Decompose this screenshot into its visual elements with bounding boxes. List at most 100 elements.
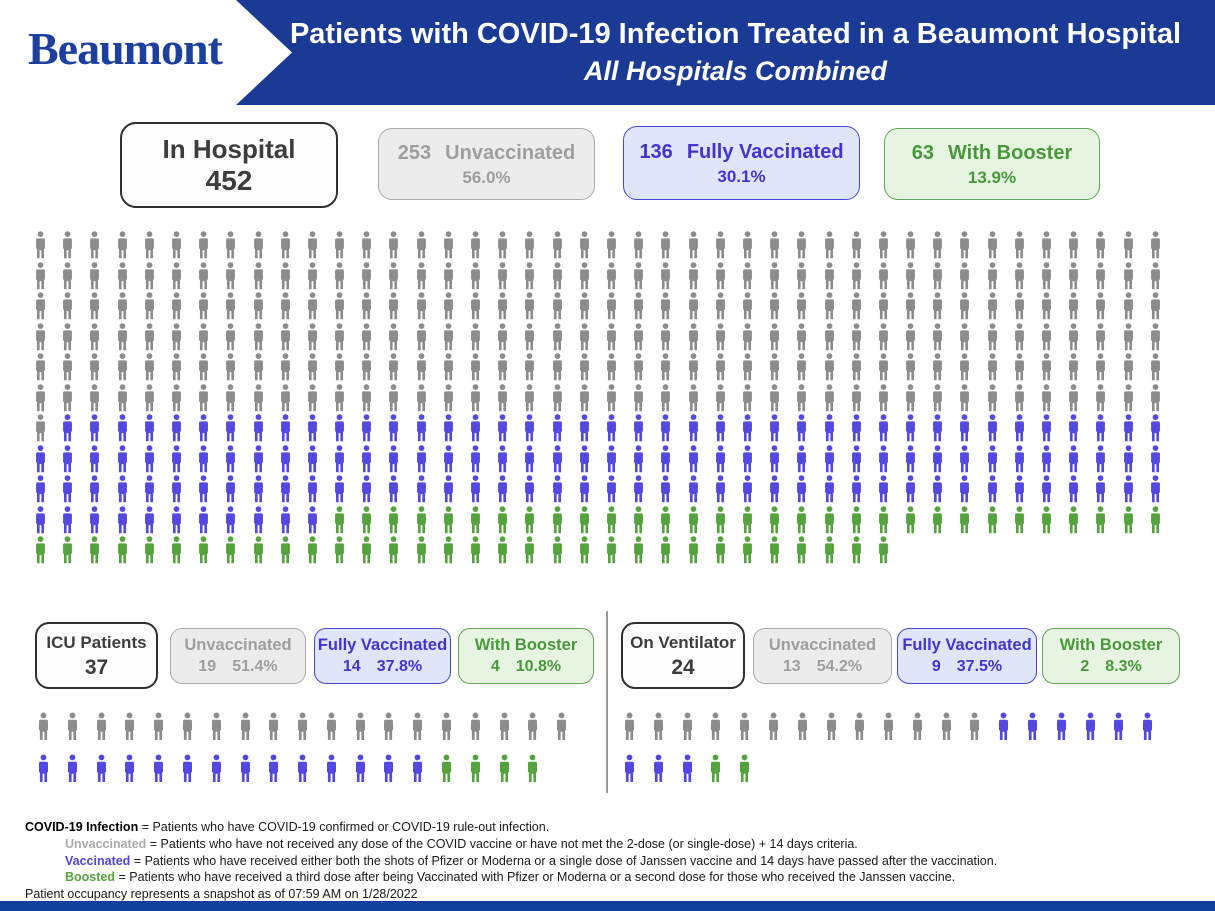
person-icon-unvaccinated	[661, 231, 671, 259]
person-icon-unvaccinated	[607, 383, 616, 411]
person-icon-with-booster	[525, 505, 535, 533]
person-icon-fully-vaccinated	[172, 444, 181, 472]
person-icon-unvaccinated	[389, 292, 399, 320]
person-icon-unvaccinated	[960, 231, 970, 259]
icu-fully-vaccinated-pct: 37.8%	[376, 658, 423, 675]
on-ventilator-value: 24	[671, 655, 695, 679]
person-icon-fully-vaccinated	[987, 475, 997, 503]
person-icon-unvaccinated	[607, 353, 616, 381]
on-ventilator-card: On Ventilator 24	[621, 622, 745, 689]
person-icon-unvaccinated	[1042, 261, 1051, 289]
person-icon-with-booster	[253, 536, 263, 564]
definition-unvaccinated: Unvaccinated = Patients who have not rec…	[65, 836, 858, 851]
person-icon-with-booster	[389, 505, 399, 533]
fully-vaccinated-label: Fully Vaccinated	[686, 140, 844, 163]
person-icon-unvaccinated	[253, 261, 263, 289]
person-icon-fully-vaccinated	[389, 414, 399, 442]
person-icon-with-booster	[117, 536, 127, 564]
person-icon-unvaccinated	[743, 261, 752, 289]
person-icon-unvaccinated	[389, 353, 399, 381]
person-icon-with-booster	[471, 505, 480, 533]
person-icon-fully-vaccinated	[125, 754, 135, 782]
person-icon-unvaccinated	[226, 261, 236, 289]
person-icon-fully-vaccinated	[154, 754, 164, 782]
person-icon-unvaccinated	[740, 712, 750, 740]
person-icon-fully-vaccinated	[362, 475, 372, 503]
person-icon-unvaccinated	[280, 261, 290, 289]
person-icon-unvaccinated	[144, 353, 154, 381]
in-hospital-value: 452	[205, 165, 253, 196]
person-icon-unvaccinated	[172, 322, 181, 350]
person-icon-unvaccinated	[253, 383, 263, 411]
person-icon-unvaccinated	[878, 383, 888, 411]
person-icon-fully-vaccinated	[96, 754, 106, 782]
person-icon-fully-vaccinated	[682, 754, 692, 782]
person-icon-unvaccinated	[941, 712, 951, 740]
definition-covid: COVID-19 Infection = Patients who have C…	[25, 820, 550, 834]
person-icon-unvaccinated	[36, 383, 45, 411]
person-icon-fully-vaccinated	[226, 475, 236, 503]
person-icon-with-booster	[715, 536, 725, 564]
person-icon-unvaccinated	[1150, 231, 1160, 259]
person-icon-fully-vaccinated	[63, 444, 73, 472]
person-icon-fully-vaccinated	[36, 505, 45, 533]
fully-vaccinated-card: 136 Fully Vaccinated 30.1%	[623, 126, 860, 200]
person-icon-unvaccinated	[63, 383, 73, 411]
person-icon-unvaccinated	[634, 292, 644, 320]
icu-fully-vaccinated-card: Fully Vaccinated 14 37.8%	[314, 628, 451, 684]
person-icon-fully-vaccinated	[172, 505, 181, 533]
icu-with-booster-label: With Booster	[474, 636, 578, 654]
person-icon-fully-vaccinated	[851, 444, 861, 472]
person-icon-with-booster	[824, 536, 834, 564]
person-icon-unvaccinated	[851, 231, 861, 259]
person-icon-fully-vaccinated	[1096, 475, 1106, 503]
person-icon-with-booster	[470, 754, 480, 782]
person-icon-unvaccinated	[1042, 292, 1051, 320]
person-icon-unvaccinated	[525, 322, 535, 350]
person-icon-fully-vaccinated	[579, 475, 589, 503]
icu-unvaccinated-count: 19	[198, 658, 217, 675]
person-icon-fully-vaccinated	[906, 475, 916, 503]
person-icon-unvaccinated	[1014, 322, 1024, 350]
person-icon-unvaccinated	[770, 292, 780, 320]
person-icon-unvaccinated	[36, 322, 45, 350]
person-icon-unvaccinated	[226, 292, 236, 320]
person-icon-unvaccinated	[471, 322, 480, 350]
person-icon-with-booster	[36, 536, 45, 564]
person-icon-unvaccinated	[36, 292, 45, 320]
person-icon-unvaccinated	[307, 231, 317, 259]
person-icon-unvaccinated	[715, 383, 725, 411]
person-icon-unvaccinated	[933, 261, 943, 289]
person-icon-unvaccinated	[770, 231, 780, 259]
person-icon-unvaccinated	[851, 383, 861, 411]
person-icon-unvaccinated	[471, 292, 480, 320]
person-icon-fully-vaccinated	[199, 505, 209, 533]
on-ventilator-label: On Ventilator	[630, 632, 736, 652]
person-icon-unvaccinated	[90, 353, 100, 381]
person-icon-fully-vaccinated	[498, 444, 508, 472]
person-icon-fully-vaccinated	[226, 414, 236, 442]
person-icon-unvaccinated	[661, 261, 671, 289]
person-icon-with-booster	[688, 505, 698, 533]
person-icon-with-booster	[797, 536, 807, 564]
person-icon-unvaccinated	[906, 231, 916, 259]
person-icon-unvaccinated	[1042, 322, 1051, 350]
person-icon-fully-vaccinated	[335, 444, 345, 472]
person-icon-unvaccinated	[607, 322, 616, 350]
person-icon-unvaccinated	[470, 712, 480, 740]
person-icon-fully-vaccinated	[471, 444, 480, 472]
person-icon-with-booster	[770, 536, 780, 564]
person-icon-unvaccinated	[335, 353, 345, 381]
page-title: Patients with COVID-19 Infection Treated…	[289, 18, 1182, 50]
person-icon-unvaccinated	[987, 292, 997, 320]
person-icon-with-booster	[661, 536, 671, 564]
person-icon-fully-vaccinated	[824, 444, 834, 472]
person-icon-unvaccinated	[471, 231, 480, 259]
person-icon-unvaccinated	[63, 353, 73, 381]
person-icon-unvaccinated	[144, 292, 154, 320]
person-icon-with-booster	[878, 536, 888, 564]
person-icon-unvaccinated	[715, 292, 725, 320]
person-icon-unvaccinated	[743, 322, 752, 350]
person-icon-fully-vaccinated	[878, 475, 888, 503]
